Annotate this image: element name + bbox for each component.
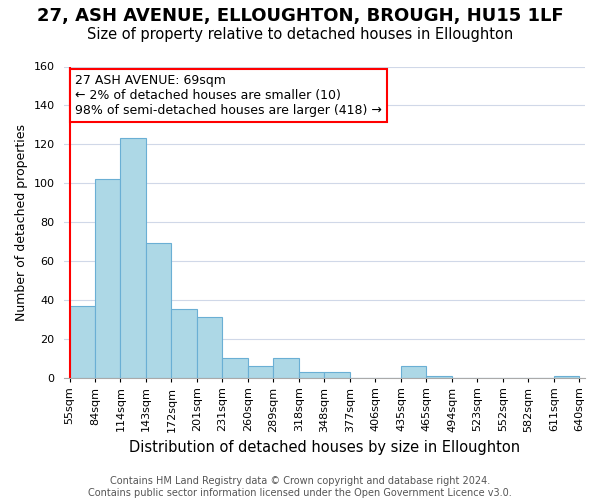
Bar bbox=[172, 310, 197, 378]
Bar bbox=[197, 318, 223, 378]
Bar bbox=[121, 138, 146, 378]
Bar bbox=[427, 376, 452, 378]
Text: Contains HM Land Registry data © Crown copyright and database right 2024.
Contai: Contains HM Land Registry data © Crown c… bbox=[88, 476, 512, 498]
Bar bbox=[248, 366, 274, 378]
Y-axis label: Number of detached properties: Number of detached properties bbox=[15, 124, 28, 320]
Bar bbox=[70, 306, 95, 378]
Bar bbox=[95, 179, 121, 378]
Bar bbox=[299, 372, 325, 378]
Bar bbox=[274, 358, 299, 378]
Text: Size of property relative to detached houses in Elloughton: Size of property relative to detached ho… bbox=[87, 28, 513, 42]
Bar bbox=[223, 358, 248, 378]
Bar bbox=[401, 366, 427, 378]
X-axis label: Distribution of detached houses by size in Elloughton: Distribution of detached houses by size … bbox=[129, 440, 520, 455]
Text: 27, ASH AVENUE, ELLOUGHTON, BROUGH, HU15 1LF: 27, ASH AVENUE, ELLOUGHTON, BROUGH, HU15… bbox=[37, 8, 563, 26]
Text: 27 ASH AVENUE: 69sqm
← 2% of detached houses are smaller (10)
98% of semi-detach: 27 ASH AVENUE: 69sqm ← 2% of detached ho… bbox=[75, 74, 382, 118]
Bar bbox=[146, 244, 172, 378]
Bar bbox=[554, 376, 580, 378]
Bar bbox=[325, 372, 350, 378]
